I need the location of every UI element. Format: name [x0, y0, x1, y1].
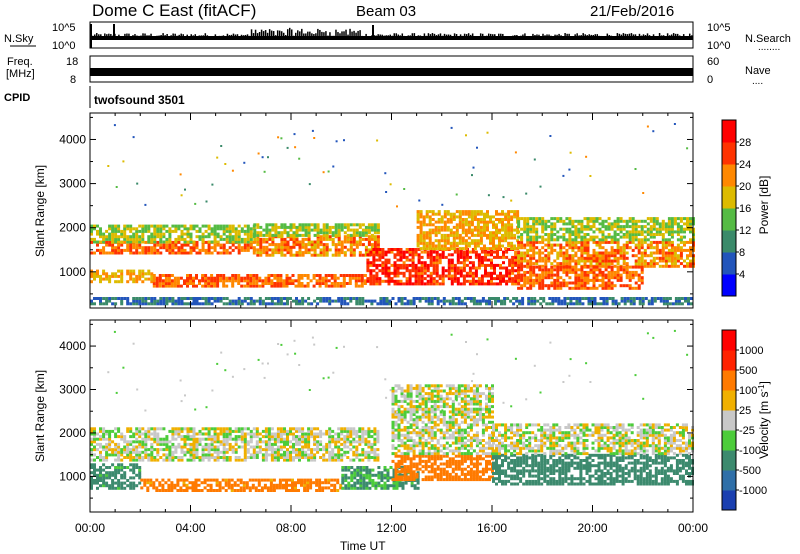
freq-unit: [MHz]	[6, 68, 35, 80]
colorbar-segment	[722, 370, 736, 391]
xaxis-label: Time UT	[340, 539, 386, 553]
power-ylabel: Slant Range [km]	[33, 165, 47, 257]
nave-tick-top: 60	[707, 56, 719, 68]
station-title: Dome C East (fitACF)	[92, 1, 256, 20]
ytick-label: 2000	[59, 426, 86, 440]
cpid-value: twofsound 3501	[94, 93, 185, 107]
ytick-label: 3000	[59, 177, 86, 191]
colorbar-segment	[722, 430, 736, 451]
ytick-label: 2000	[59, 221, 86, 235]
xtick-label: 00:00	[678, 521, 708, 535]
colorbar-tick-label: 24	[739, 159, 751, 171]
power-panel: 4000 3000 2000 1000 Slant Range [km] 28 24 20…	[33, 112, 771, 309]
colorbar-segment	[722, 490, 736, 511]
nsky-tick-bottom: 10^0	[52, 40, 76, 52]
ytick-label: 1000	[59, 469, 86, 483]
colorbar-tick-label: 16	[739, 203, 751, 215]
freq-tick-bottom: 8	[70, 74, 76, 86]
nsky-panel: N.Sky 10^5 10^0 10^5 10^0 N.Search .....…	[4, 21, 791, 53]
colorbar-tick-label: -1000	[739, 485, 767, 497]
velocity-colorbar-label: Velocity [m s-1]	[757, 381, 772, 459]
colorbar-tick-label: 500	[739, 365, 757, 377]
cpid-row: CPID twofsound 3501	[4, 86, 185, 108]
velocity-panel: 4000 3000 2000 1000 Slant Range [km] 1000 50…	[33, 319, 772, 513]
colorbar-segment	[722, 274, 736, 297]
freq-panel: Freq. [MHz] 18 8 60 0 Nave ....	[6, 55, 771, 87]
colorbar-segment	[722, 410, 736, 431]
colorbar-tick-label: -500	[739, 465, 761, 477]
nsearch-dots: ........	[758, 42, 780, 53]
colorbar-segment	[722, 208, 736, 231]
colorbar-segment	[722, 330, 736, 351]
cpid-label: CPID	[4, 92, 30, 104]
beam-label: Beam 03	[356, 3, 416, 20]
nsearch-label: N.Search	[745, 33, 791, 45]
colorbar-tick-label: 1000	[739, 345, 763, 357]
nsky-tick-top: 10^5	[52, 22, 76, 34]
xtick-label: 04:00	[175, 521, 205, 535]
ytick-label: 3000	[59, 383, 86, 397]
colorbar-tick-label: 12	[739, 225, 751, 237]
xtick-label: 08:00	[276, 521, 306, 535]
colorbar-segment	[722, 120, 736, 143]
ytick-label: 4000	[59, 132, 86, 146]
colorbar-tick-label: 8	[739, 247, 745, 259]
nave-tick-bottom: 0	[707, 74, 713, 86]
ytick-label: 4000	[59, 339, 86, 353]
nave-dots: ....	[752, 76, 763, 87]
velocity-ylabel: Slant Range [km]	[33, 370, 47, 462]
colorbar-segment	[722, 252, 736, 275]
nave-label: Nave	[745, 65, 771, 77]
colorbar-tick-label: 20	[739, 181, 751, 193]
xtick-label: 20:00	[577, 521, 607, 535]
nsky-label: N.Sky	[4, 33, 34, 45]
colorbar-tick-label: 100	[739, 385, 757, 397]
xtick-label: 16:00	[477, 521, 507, 535]
ytick-label: 1000	[59, 265, 86, 279]
colorbar-segment	[722, 230, 736, 253]
colorbar-tick-label: 25	[739, 405, 751, 417]
nsearch-tick-bottom: 10^0	[707, 40, 731, 52]
colorbar-segment	[722, 470, 736, 491]
nsearch-tick-top: 10^5	[707, 22, 731, 34]
colorbar-segment	[722, 350, 736, 371]
colorbar-tick-label: 28	[739, 137, 751, 149]
colorbar-segment	[722, 390, 736, 411]
power-colorbar-label: Power [dB]	[757, 176, 771, 235]
date-label: 21/Feb/2016	[590, 3, 674, 20]
colorbar-segment	[722, 450, 736, 471]
colorbar-tick-label: 4	[739, 269, 745, 281]
colorbar-segment	[722, 142, 736, 165]
xtick-label: 00:00	[75, 521, 105, 535]
colorbar-segment	[722, 186, 736, 209]
colorbar-tick-label: -100	[739, 445, 761, 457]
colorbar-segment	[722, 164, 736, 187]
colorbar-tick-label: -25	[739, 425, 755, 437]
xtick-label: 12:00	[376, 521, 406, 535]
time-axis: 00:00 04:00 08:00 12:00 16:00 20:00 00:00	[75, 113, 708, 535]
freq-tick-top: 18	[66, 56, 78, 68]
freq-label: Freq.	[7, 56, 33, 68]
